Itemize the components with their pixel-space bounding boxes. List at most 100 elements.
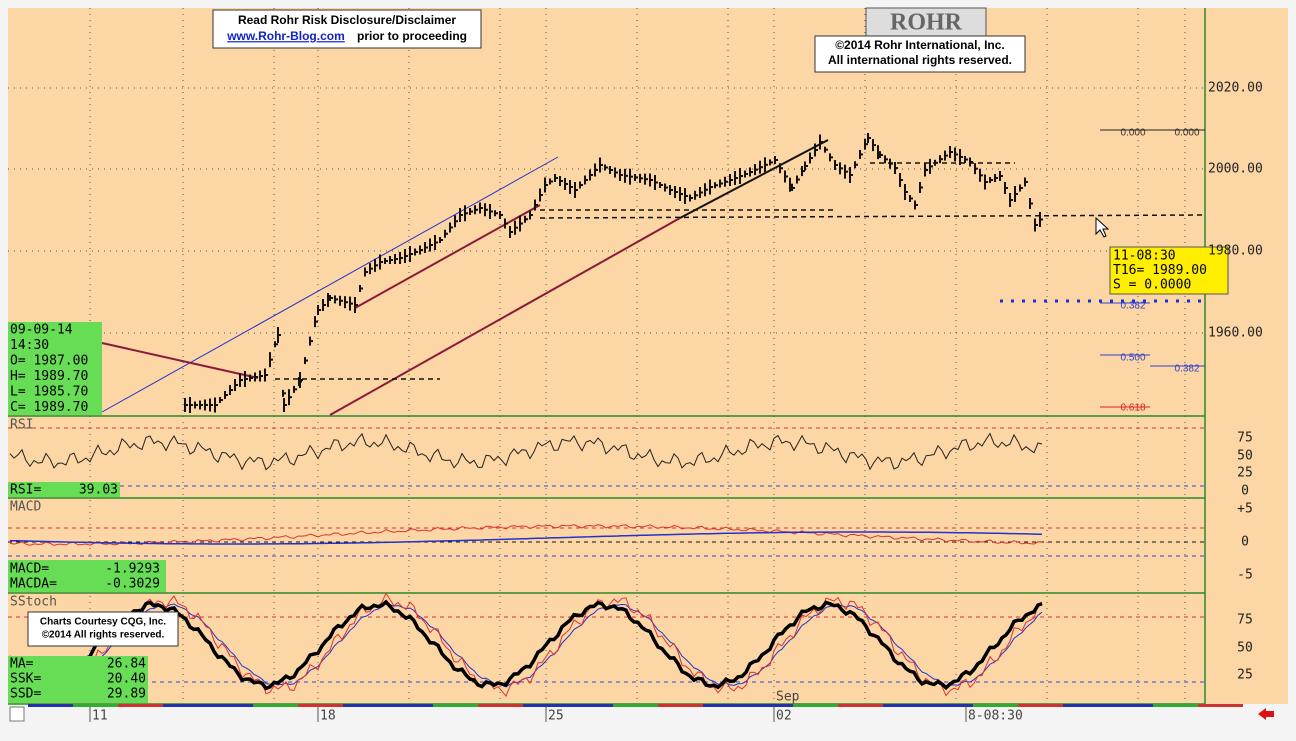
- ssk-line: [9, 592, 1043, 698]
- session-segment: [433, 704, 478, 707]
- session-segment: [73, 704, 118, 707]
- axis-label: -5: [1237, 568, 1253, 583]
- session-segment: [1108, 704, 1153, 707]
- session-segment: [1063, 704, 1108, 707]
- session-segment: [163, 704, 208, 707]
- session-segment: [973, 704, 1018, 707]
- session-segment: [253, 704, 298, 707]
- copyright-box: [814, 35, 1026, 73]
- readout-value: -0.3029: [105, 577, 160, 592]
- copyright-text: All international rights reserved.: [828, 53, 1012, 67]
- macd-readout-box: [8, 560, 166, 592]
- bar-info-text: C= 1989.70: [10, 400, 88, 415]
- bar-info-box: [8, 322, 102, 415]
- courtesy-text: Charts Courtesy CQG, Inc.: [40, 617, 166, 628]
- readout-name: SSK=: [10, 672, 41, 687]
- cursor-info-box: [1109, 246, 1229, 295]
- session-segment: [1198, 704, 1243, 707]
- panel-label: RSI: [10, 418, 33, 433]
- bar-info-text: 09-09-14: [10, 323, 73, 338]
- axis-label: 1980.00: [1208, 244, 1263, 259]
- readout-name: MA=: [10, 657, 34, 672]
- session-segment: [118, 704, 163, 707]
- readout-value: 20.40: [107, 672, 146, 687]
- panel-label: MACD: [10, 500, 41, 515]
- fib-label: 0.382: [1120, 301, 1145, 312]
- bar-info-text: O= 1987.00: [10, 354, 88, 369]
- fib-label: 0.618: [1120, 403, 1145, 414]
- rsi-readout-name: RSI=: [10, 483, 41, 498]
- date-label: 11: [92, 709, 108, 724]
- session-segment: [28, 704, 73, 707]
- axis-label: 25: [1237, 668, 1253, 683]
- rsi-readout-box: [8, 482, 120, 497]
- disclaimer-link[interactable]: www.Rohr-Blog.com: [226, 29, 345, 43]
- cursor-info-text: S = 0.0000: [1113, 278, 1191, 293]
- session-segment: [208, 704, 253, 707]
- trend-lines: [101, 129, 1206, 416]
- plot-background: [8, 8, 1288, 704]
- session-segment: [1153, 704, 1198, 707]
- session-segment: [928, 704, 973, 707]
- session-strip: [28, 704, 1243, 707]
- axis-label: 2000.00: [1208, 162, 1263, 177]
- logo-text: ROHR: [890, 10, 963, 36]
- copyright-text: ©2014 Rohr International, Inc.: [835, 38, 1005, 52]
- session-segment: [1018, 704, 1063, 707]
- panel-label: SStoch: [10, 595, 57, 610]
- bar-info-text: 14:30: [10, 338, 49, 353]
- axis-label: 2020.00: [1208, 81, 1263, 96]
- cursor: [1095, 216, 1110, 238]
- axis-label: 50: [1237, 449, 1253, 464]
- cursor-info-text: T16= 1989.00: [1113, 263, 1207, 278]
- session-segment: [748, 704, 793, 707]
- session-segment: [658, 704, 703, 707]
- disclaimer-text: Read Rohr Risk Disclosure/Disclaimer: [238, 13, 456, 27]
- readout-value: 26.84: [107, 657, 146, 672]
- disclaimer-text: prior to proceeding: [357, 29, 467, 43]
- scroll-arrow[interactable]: [1258, 708, 1274, 720]
- courtesy-box: [27, 611, 179, 647]
- bar-info-text: L= 1985.70: [10, 385, 88, 400]
- readout-value: 29.89: [107, 687, 146, 702]
- date-label: 8-08:30: [968, 709, 1023, 724]
- axis-label: 75: [1237, 431, 1253, 446]
- disclaimer-box: [212, 9, 482, 49]
- axis-label: 25: [1237, 466, 1253, 481]
- rsi-readout-value: 39.03: [79, 483, 118, 498]
- session-segment: [523, 704, 568, 707]
- fib-label: 0.500: [1120, 353, 1145, 364]
- session-segment: [613, 704, 658, 707]
- fib-label: 0.000: [1120, 128, 1145, 139]
- cursor-info-text: 11-08:30: [1113, 249, 1176, 264]
- session-segment: [838, 704, 883, 707]
- session-segment: [793, 704, 838, 707]
- macd-line: [9, 524, 1043, 546]
- date-label: 02: [776, 709, 792, 724]
- session-segment: [478, 704, 523, 707]
- axis-label: 75: [1237, 613, 1253, 628]
- month-label: Sep: [776, 690, 800, 705]
- price-bars: [184, 133, 1043, 413]
- fib-label: 0.000: [1174, 128, 1199, 139]
- readout-name: MACDA=: [10, 577, 57, 592]
- readout-value: -1.9293: [105, 562, 160, 577]
- axis-label: 50: [1237, 641, 1253, 656]
- session-segment: [568, 704, 613, 707]
- bar-info-text: H= 1989.70: [10, 369, 88, 384]
- session-segment: [298, 704, 343, 707]
- ma-line: [8, 599, 1043, 691]
- readout-name: SSD=: [10, 687, 41, 702]
- courtesy-text: ©2014 All rights reserved.: [42, 630, 165, 641]
- macd-average-line: [9, 531, 1043, 545]
- scroll-box[interactable]: [9, 706, 25, 722]
- axis-label: 0: [1241, 484, 1249, 499]
- session-segment: [883, 704, 928, 707]
- session-segment: [343, 704, 388, 707]
- stoch-readout-box: [8, 656, 148, 703]
- date-label: 18: [320, 709, 336, 724]
- axis-label: 0: [1241, 535, 1249, 550]
- date-label: 25: [548, 709, 564, 724]
- readout-name: MACD=: [10, 562, 49, 577]
